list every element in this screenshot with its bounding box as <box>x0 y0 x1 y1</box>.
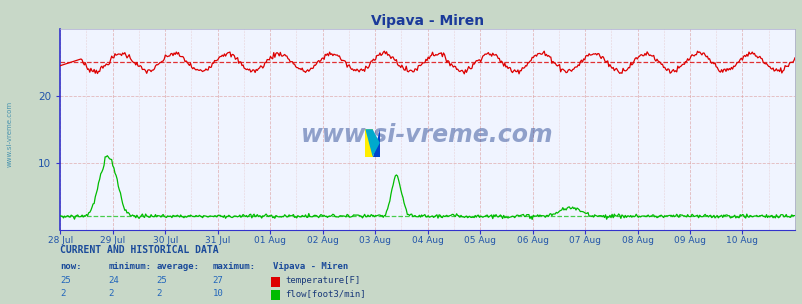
Text: average:: average: <box>156 262 200 271</box>
Text: 2: 2 <box>156 289 162 299</box>
Text: 2: 2 <box>60 289 66 299</box>
Text: www.si-vreme.com: www.si-vreme.com <box>6 101 12 167</box>
Text: 27: 27 <box>213 276 223 285</box>
Text: 10: 10 <box>213 289 223 299</box>
Text: flow[foot3/min]: flow[foot3/min] <box>285 289 365 299</box>
Title: Vipava - Miren: Vipava - Miren <box>371 14 484 28</box>
Text: 24: 24 <box>108 276 119 285</box>
Text: CURRENT AND HISTORICAL DATA: CURRENT AND HISTORICAL DATA <box>60 245 219 255</box>
Text: minimum:: minimum: <box>108 262 152 271</box>
Polygon shape <box>365 129 379 157</box>
Bar <box>365 129 372 157</box>
Text: 25: 25 <box>156 276 167 285</box>
Text: Vipava - Miren: Vipava - Miren <box>273 262 348 271</box>
Text: maximum:: maximum: <box>213 262 256 271</box>
Text: temperature[F]: temperature[F] <box>285 276 360 285</box>
Text: 2: 2 <box>108 289 114 299</box>
Text: 25: 25 <box>60 276 71 285</box>
Text: www.si-vreme.com: www.si-vreme.com <box>301 123 553 147</box>
Text: now:: now: <box>60 262 82 271</box>
Polygon shape <box>372 129 379 157</box>
